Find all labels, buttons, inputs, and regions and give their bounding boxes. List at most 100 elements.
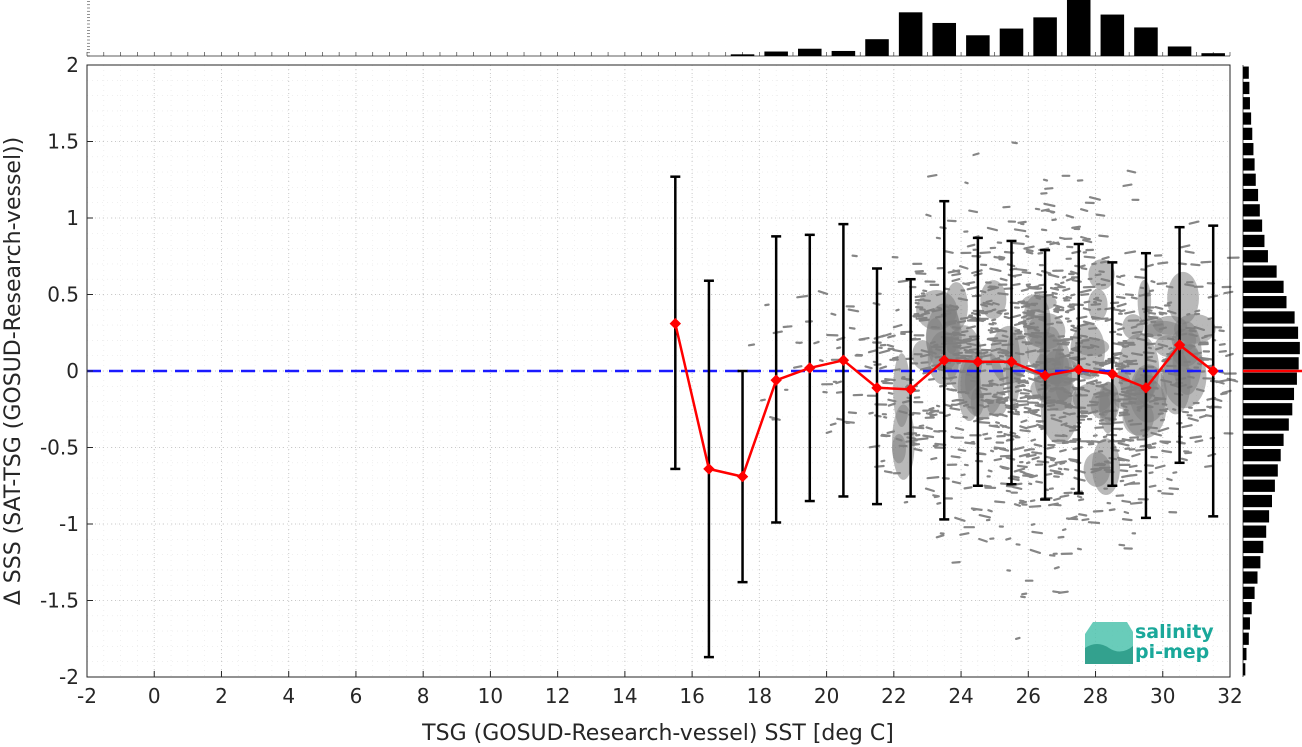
x-tick-label: 12 (545, 684, 570, 708)
right-histogram-bar (1243, 403, 1293, 416)
top-histogram-bar (999, 28, 1024, 56)
mean-point (904, 383, 917, 396)
logo-mark-shade-icon (1085, 644, 1133, 664)
x-tick-label: 6 (350, 684, 363, 708)
x-tick-label: 10 (478, 684, 503, 708)
right-histogram-bar (1243, 280, 1284, 293)
right-histogram-bar (1243, 219, 1263, 232)
y-tick-label: -2 (59, 665, 79, 689)
top-histogram-bar (831, 50, 856, 56)
x-tick-label: 26 (1016, 684, 1041, 708)
right-histogram-bar (1243, 632, 1249, 645)
mean-point (804, 362, 816, 374)
x-tick-label: 24 (948, 684, 973, 708)
x-tick-label: 0 (148, 684, 161, 708)
scatter-cloud-core (1087, 288, 1108, 321)
right-histogram-bar (1243, 112, 1252, 125)
right-histogram-bar (1243, 586, 1255, 599)
top-histogram-bar (1134, 27, 1158, 56)
right-histogram-bar (1243, 204, 1260, 217)
right-histogram-bar (1243, 127, 1253, 140)
right-histogram-bar (1243, 250, 1268, 263)
x-axis-title: TSG (GOSUD-Research-vessel) SST [deg C] (421, 721, 894, 746)
right-histogram-bar (1243, 66, 1249, 79)
mean-point (837, 354, 850, 366)
right-histogram-bar (1243, 510, 1270, 523)
right-histogram-bar (1243, 173, 1256, 186)
top-histogram-bar (764, 51, 788, 56)
scatter-cloud-core (1153, 315, 1188, 335)
x-tick-label: 4 (282, 684, 295, 708)
x-tick-label: -2 (77, 684, 97, 708)
scatter-cloud-core (1122, 314, 1144, 340)
scatter-cloud-core (1088, 259, 1115, 290)
x-tick-label: 20 (814, 684, 839, 708)
scatter-cloud-core (1160, 349, 1191, 415)
right-histogram-bar (1243, 326, 1299, 339)
right-histogram-bar (1243, 571, 1258, 584)
y-axis-title: Δ SSS (SAT-TSG (GOSUD-Research-vessel)) (1, 137, 26, 605)
top-histogram-bar (730, 54, 755, 56)
right-histogram-bar (1243, 418, 1289, 431)
mean-point (1039, 369, 1051, 382)
top-histogram-bar (865, 39, 889, 56)
mean-point (703, 463, 715, 475)
right-histogram-bar (1243, 372, 1297, 385)
x-tick-label: 14 (612, 684, 637, 708)
right-histogram-bar (1243, 602, 1252, 615)
y-tick-label: 0 (66, 359, 79, 383)
x-tick-label: 22 (881, 684, 906, 708)
x-tick-label: 30 (1150, 684, 1175, 708)
top-histogram-bar (932, 22, 957, 56)
scatter-cloud-core (912, 340, 934, 370)
y-tick-label: -1 (59, 512, 79, 536)
top-histogram-bar (1167, 46, 1192, 56)
logo-line2: pi-mep (1135, 641, 1209, 663)
top-histogram-bar (1201, 53, 1225, 56)
scatter-cloud-core (987, 398, 1007, 416)
right-histogram-bar (1243, 97, 1250, 110)
right-histogram-bar (1243, 449, 1281, 462)
x-tick-label: 2 (215, 684, 228, 708)
y-tick-label: -0.5 (40, 436, 79, 460)
logo-line1: salinity (1135, 621, 1214, 643)
mean-point (938, 354, 950, 366)
right-histogram (1242, 65, 1302, 677)
top-histogram-bar (1100, 14, 1125, 56)
x-axis: -2 0 2 4 6 8 10 12 14 16 18 20 22 24 26 28 30 32 (77, 671, 1243, 708)
y-tick-label: -1.5 (40, 589, 79, 613)
scatter-cloud-core (892, 404, 915, 480)
right-histogram-bar (1243, 540, 1264, 554)
scatter-cloud-core (1074, 337, 1110, 356)
mean-point (1005, 356, 1018, 368)
x-tick-label: 8 (417, 684, 430, 708)
right-histogram-bar (1243, 647, 1247, 661)
right-histogram-bar (1243, 341, 1300, 355)
mean-point (1073, 363, 1085, 376)
mean-point (1106, 368, 1119, 380)
right-histogram-bar (1243, 663, 1246, 676)
right-histogram-bar (1243, 464, 1278, 477)
mean-point (1140, 382, 1152, 394)
binned-mean-series (669, 317, 1219, 483)
top-histogram-bar (898, 12, 923, 56)
right-histogram-bar (1243, 494, 1272, 508)
right-histogram-bar (1243, 234, 1265, 248)
top-histogram-bar (966, 35, 990, 56)
right-histogram-bar (1243, 525, 1267, 538)
right-histogram-bar (1243, 81, 1250, 95)
top-histogram (86, 0, 1231, 57)
x-tick-label: 32 (1217, 684, 1242, 708)
top-histogram-bar (1033, 17, 1057, 56)
mean-point (1207, 365, 1219, 377)
y-axis: -2 -1.5 -1 -0.5 0 0.5 1 1.5 2 (40, 53, 93, 689)
x-tick-label: 28 (1083, 684, 1108, 708)
scatter-cloud-core (980, 280, 1007, 320)
right-histogram-bar (1243, 188, 1259, 202)
scatter-cloud-core (990, 325, 1029, 384)
scatter-cloud-core (1129, 364, 1167, 423)
scatter-cloud-core (944, 282, 968, 331)
mean-point (1173, 339, 1186, 351)
top-histogram-bar (798, 48, 822, 56)
